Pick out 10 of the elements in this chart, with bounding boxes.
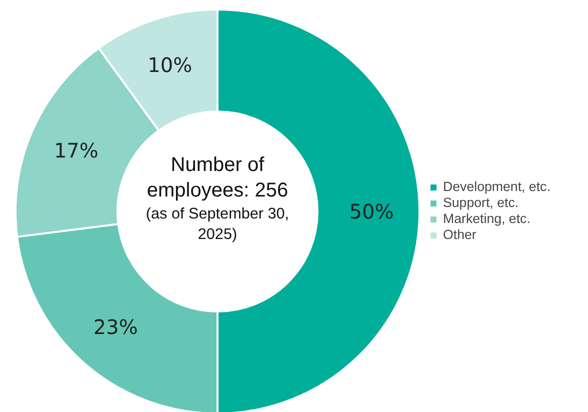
data-label: 17% bbox=[54, 138, 98, 162]
text: (as of September 30, 2025) bbox=[146, 206, 290, 243]
data-label: 50% bbox=[349, 200, 394, 224]
legend-label: Other bbox=[443, 227, 476, 242]
legend-label: Development, etc. bbox=[443, 179, 550, 194]
legend-label: Support, etc. bbox=[443, 195, 519, 210]
data-label: 23% bbox=[93, 315, 138, 340]
legend-label: Marketing, etc. bbox=[443, 211, 530, 226]
data-label: 10% bbox=[148, 53, 192, 78]
text: Number of employees: 256 bbox=[146, 154, 288, 202]
